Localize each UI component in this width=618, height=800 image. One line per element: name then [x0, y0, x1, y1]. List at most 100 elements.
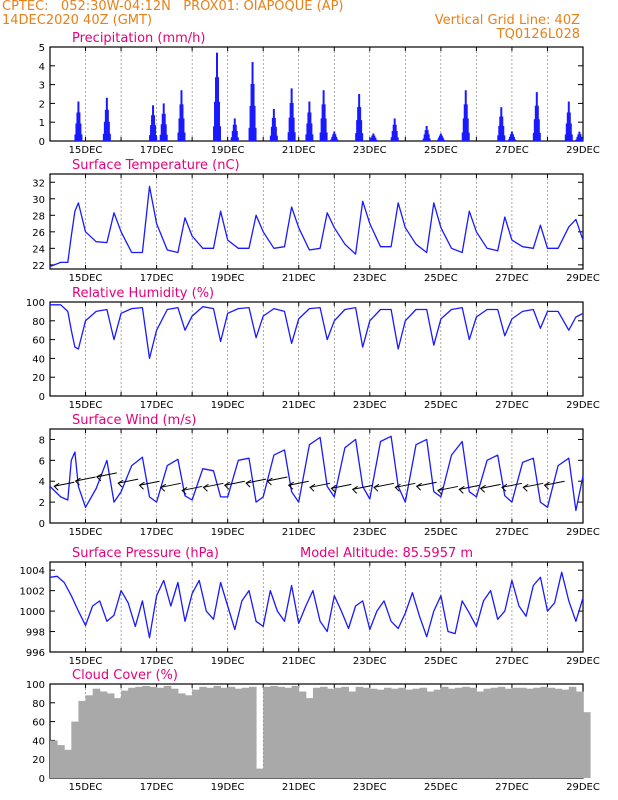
y-tick-label: 100	[26, 298, 45, 309]
wind-arrow	[139, 480, 160, 486]
precip-bar	[254, 127, 257, 141]
x-tick-label: 25DEC	[424, 145, 458, 156]
wind-arrow-head	[479, 484, 486, 493]
wind-arrow	[331, 483, 352, 489]
precip-bar	[79, 123, 82, 141]
cloud-bar	[227, 686, 236, 778]
wind-arrow-head	[245, 479, 252, 488]
wind-arrow-head	[138, 481, 145, 490]
precip-bar	[274, 126, 277, 141]
cloud-bar	[476, 691, 485, 778]
precip-bar	[108, 133, 111, 141]
x-tick-label: 17DEC	[140, 656, 174, 667]
wind-arrow	[96, 472, 117, 478]
x-tick-label: 19DEC	[211, 656, 245, 667]
cloud-bar	[99, 691, 108, 778]
y-tick-label: 60	[32, 718, 45, 729]
model-altitude-label: Model Altitude: 85.5957 m	[300, 546, 473, 561]
header-model-id: TQ0126L028	[496, 27, 580, 42]
x-tick-label: 29DEC	[566, 400, 600, 411]
y-tick-label: 40	[32, 354, 45, 365]
x-tick-label: 23DEC	[353, 273, 387, 284]
precip-bar	[538, 132, 541, 141]
precip-bar	[374, 137, 377, 141]
wind-arrow	[501, 482, 523, 488]
x-tick-label: 23DEC	[353, 782, 387, 793]
series-line	[50, 304, 584, 360]
cloud-bar	[199, 686, 207, 778]
y-tick-label: 2	[39, 99, 45, 110]
cloud-bar	[234, 688, 243, 778]
precip-bar	[336, 139, 339, 141]
wind-arrow	[160, 482, 181, 488]
wind-arrow	[224, 480, 245, 486]
cloud-bar	[142, 685, 150, 778]
precip-bar	[570, 134, 573, 141]
cloud-bar	[583, 712, 591, 778]
y-tick-label: 0	[39, 774, 45, 785]
y-tick-label: 5	[39, 43, 45, 54]
y-tick-label: 26	[32, 228, 45, 239]
cloud-bar	[426, 691, 435, 778]
y-tick-label: 40	[32, 736, 45, 747]
cloud-bar	[355, 686, 364, 778]
precip-bar	[183, 132, 186, 141]
cloud-bar	[433, 689, 442, 778]
x-tick-label: 29DEC	[566, 782, 600, 793]
cloud-bar	[462, 686, 470, 778]
y-tick-label: 80	[32, 317, 45, 328]
precip-bar	[361, 133, 364, 141]
wind-arrow	[75, 476, 96, 482]
x-tick-label: 27DEC	[495, 273, 529, 284]
wind-arrow	[437, 485, 459, 491]
y-tick-label: 60	[32, 336, 45, 347]
y-tick-label: 20	[32, 373, 45, 384]
y-tick-label: 6	[39, 456, 45, 467]
wind-arrow-head	[373, 483, 380, 492]
panel-title: Surface Pressure (hPa)	[72, 546, 219, 561]
wind-arrow-head	[53, 482, 60, 491]
cloud-bar	[284, 687, 293, 778]
cloud-bar	[391, 688, 399, 778]
cloud-bar	[320, 686, 328, 778]
precip-bar	[154, 125, 157, 141]
cloud-bar	[64, 749, 72, 778]
x-tick-label: 19DEC	[211, 145, 245, 156]
x-tick-label: 23DEC	[353, 400, 387, 411]
x-tick-label: 17DEC	[140, 145, 174, 156]
cloud-bar	[469, 687, 477, 778]
cloud-bar	[419, 687, 428, 778]
cloud-bar	[405, 689, 413, 778]
cloud-bar	[92, 688, 101, 778]
precip-bar	[513, 139, 516, 141]
precip-bar	[325, 132, 328, 141]
precip-bar	[292, 117, 295, 141]
cloud-bar	[50, 740, 58, 778]
precip-bar	[80, 134, 83, 141]
cloud-bar	[440, 686, 449, 778]
cloud-bar	[241, 687, 250, 778]
precip-bar	[581, 139, 584, 141]
wind-arrow-head	[117, 479, 124, 488]
x-tick-label: 17DEC	[140, 273, 174, 284]
precip-bar	[467, 132, 470, 141]
precip-bar	[335, 136, 338, 141]
cloud-bar	[248, 686, 257, 778]
x-tick-label: 27DEC	[495, 145, 529, 156]
x-tick-label: 21DEC	[282, 527, 316, 538]
cloud-bar	[412, 688, 421, 778]
wind-arrow-head	[351, 485, 358, 494]
series-line	[49, 185, 584, 268]
cloud-bar	[220, 687, 229, 778]
cloud-bar	[369, 688, 378, 778]
x-tick-label: 15DEC	[69, 527, 103, 538]
x-tick-label: 21DEC	[282, 273, 316, 284]
x-tick-label: 21DEC	[282, 782, 316, 793]
y-tick-label: 30	[32, 195, 45, 206]
precip-bar	[512, 136, 515, 141]
wind-arrow	[373, 482, 395, 488]
wind-arrow-head	[74, 477, 81, 486]
cloud-bar	[106, 693, 115, 778]
y-tick-label: 3	[39, 81, 45, 92]
wind-arrow	[352, 484, 373, 490]
